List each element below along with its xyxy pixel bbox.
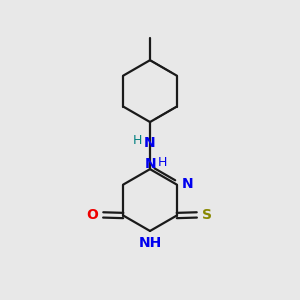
Text: S: S — [202, 208, 212, 222]
Text: N: N — [182, 177, 194, 191]
Text: N: N — [145, 157, 156, 171]
Text: NH: NH — [139, 236, 162, 250]
Text: N: N — [144, 136, 155, 150]
Text: H: H — [133, 134, 142, 147]
Text: H: H — [158, 156, 167, 169]
Text: O: O — [87, 208, 98, 222]
